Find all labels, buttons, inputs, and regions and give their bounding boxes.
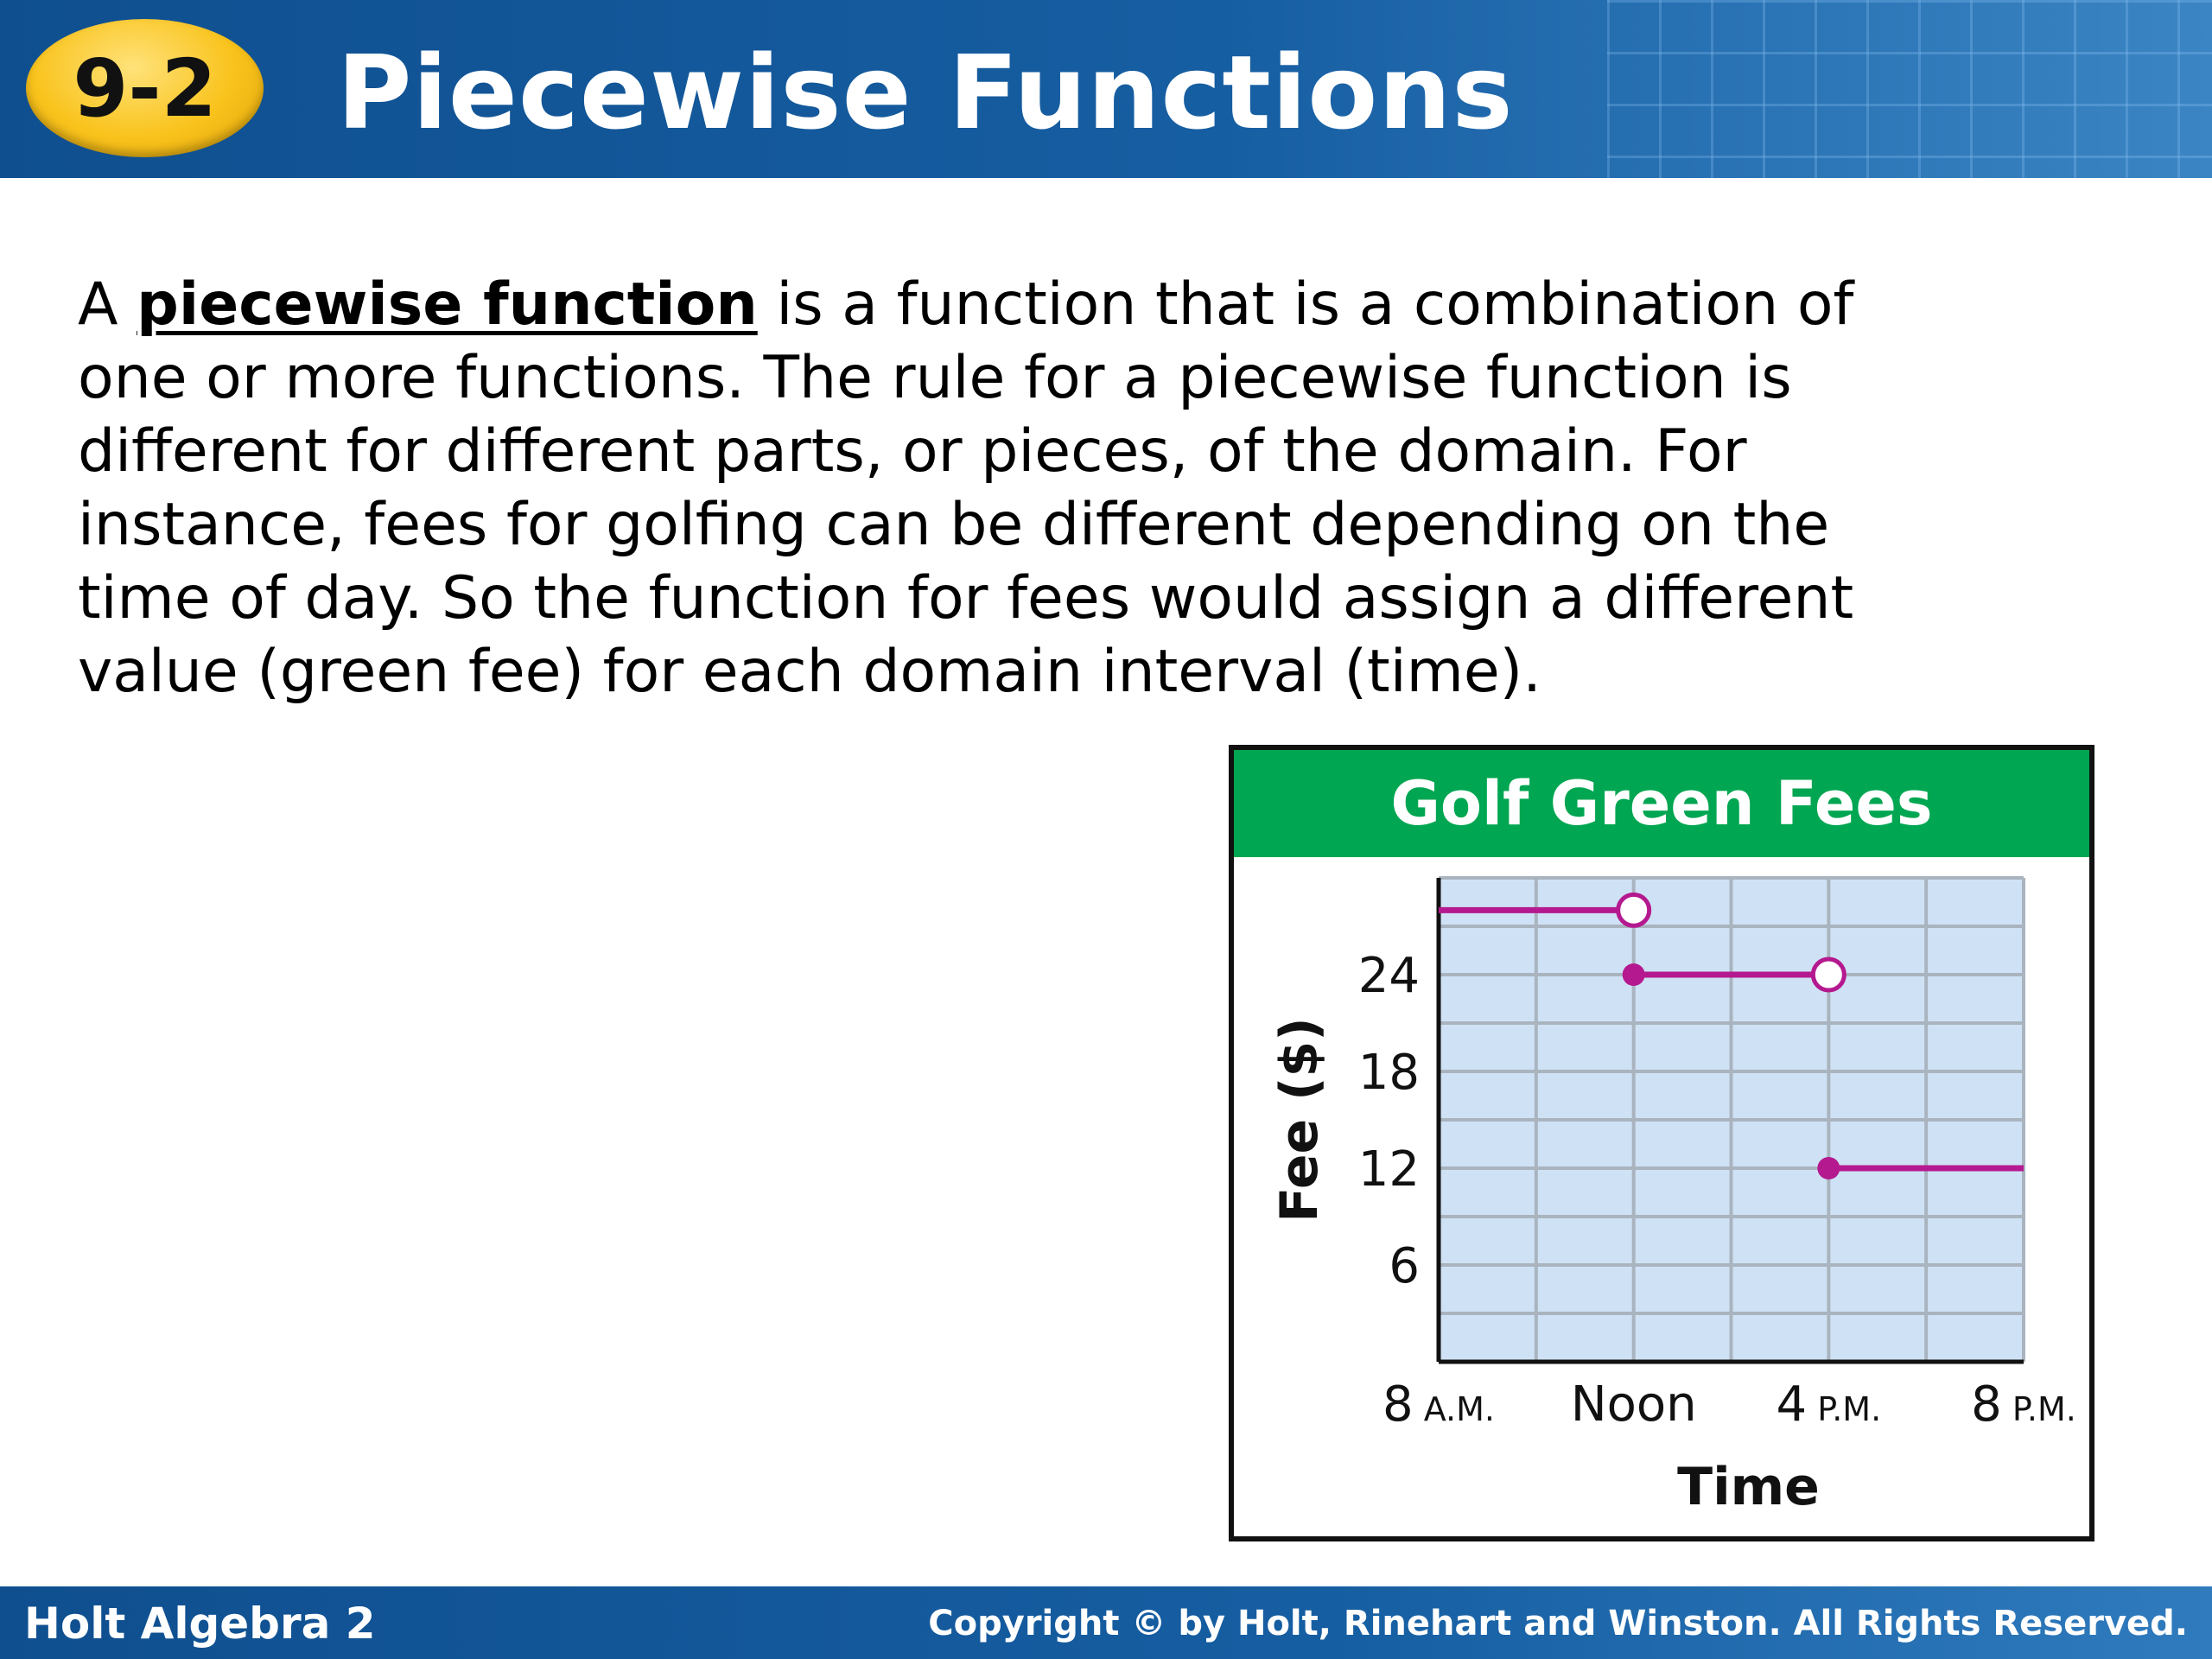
y-tick-label: 24: [1358, 948, 1420, 1004]
open-endpoint: [1616, 892, 1652, 928]
header-grid-decoration: [1607, 0, 2212, 178]
body-line-1: A piecewise function is a function that …: [78, 268, 2065, 341]
x-tick-label: 8 A.M.: [1382, 1376, 1495, 1433]
slide-title: Piecewise Functions: [337, 33, 1514, 152]
body-line-3: different for different parts, or pieces…: [78, 417, 1747, 486]
body-text-pre: A: [78, 270, 137, 339]
footer-book-title: Holt Algebra 2: [24, 1599, 376, 1649]
y-tick-label: 12: [1358, 1141, 1420, 1198]
body-line-5: time of day. So the function for fees wo…: [78, 564, 1854, 632]
x-tick-label: 8 P.M.: [1971, 1376, 2076, 1433]
lesson-number-badge: 9-2: [26, 19, 264, 157]
body-line-2: one or more functions. The rule for a pi…: [78, 344, 1792, 412]
y-tick-label: 6: [1389, 1238, 1420, 1294]
chart-title: Golf Green Fees: [1234, 750, 2089, 857]
closed-endpoint: [1622, 963, 1645, 986]
slide-footer: Holt Algebra 2 Copyright © by Holt, Rine…: [0, 1586, 2212, 1659]
body-text-post: is a function that is a combination of: [757, 270, 1854, 339]
x-axis-label: Time: [1677, 1457, 1820, 1517]
footer-copyright: Copyright © by Holt, Rinehart and Winsto…: [928, 1604, 2188, 1643]
definition-term: piecewise function: [137, 270, 758, 339]
open-endpoint: [1810, 957, 1847, 993]
y-tick-label: 18: [1358, 1045, 1420, 1101]
golf-fees-chart: 6 12 18 24 8 A.M. Noon 4 P.M. 8 P.M. Time Fee ($): [1269, 876, 2076, 1517]
body-line-6: value (green fee) for each domain interv…: [78, 638, 1541, 706]
body-paragraph: A piecewise function is a function that …: [78, 268, 2065, 709]
y-axis-label: Fee ($): [1269, 1017, 1330, 1222]
x-tick-label: 4 P.M.: [1776, 1376, 1881, 1433]
x-tick-label: Noon: [1571, 1376, 1697, 1433]
closed-endpoint: [1817, 1157, 1840, 1179]
slide-header: 9-2 Piecewise Functions: [0, 0, 2212, 178]
body-line-4: instance, fees for golfing can be differ…: [78, 491, 1830, 559]
